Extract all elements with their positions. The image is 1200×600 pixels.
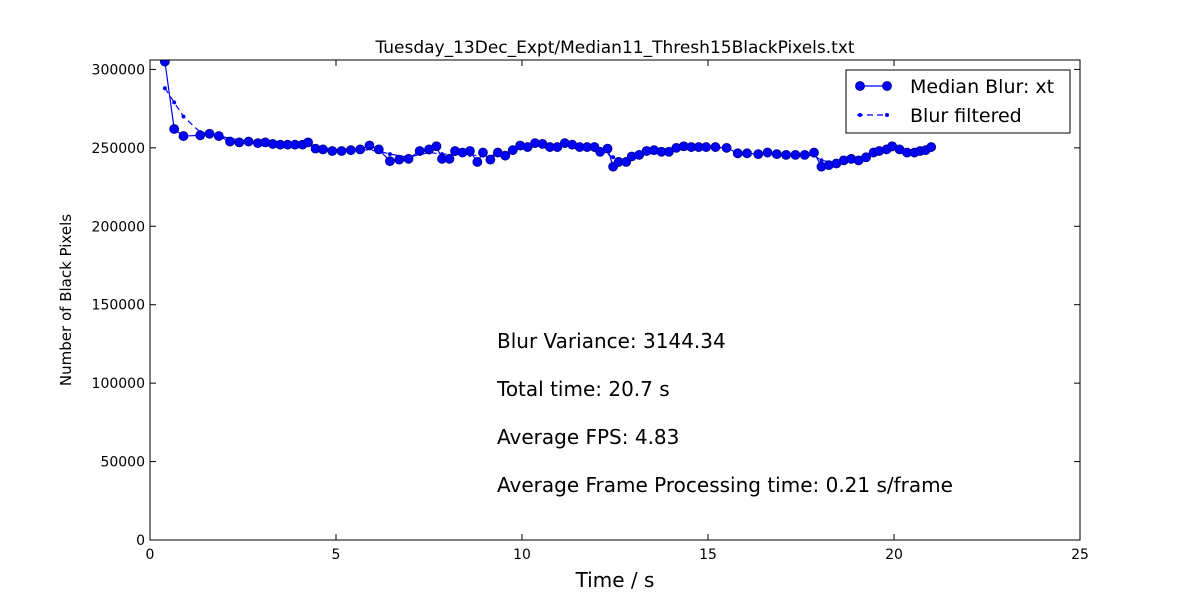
x-tick-label-25: 25 xyxy=(1071,547,1089,563)
legend: Median Blur: xt Blur filtered xyxy=(845,69,1071,134)
series-median-blur-point-24 xyxy=(373,144,384,155)
y-tick-label-100000: 100000 xyxy=(92,376,145,392)
series-median-blur-point-27 xyxy=(403,153,414,164)
series-median-blur-point-40 xyxy=(500,150,511,161)
series-median-blur-point-8 xyxy=(243,136,254,147)
series-median-blur-point-6 xyxy=(225,136,235,147)
series-median-blur-point-1 xyxy=(169,124,180,134)
series-median-blur-point-20 xyxy=(336,146,347,156)
plot-clipped-group xyxy=(159,60,937,172)
series-median-blur-point-86 xyxy=(861,152,871,163)
annotations: Blur Variance: 3144.34 Total time: 20.7 … xyxy=(496,329,953,497)
series-median-blur-point-4 xyxy=(204,128,215,139)
series-median-blur-point-96 xyxy=(926,142,937,152)
series-median-blur-point-54 xyxy=(602,143,613,154)
x-tick-label-20: 20 xyxy=(885,547,903,563)
series-median-blur-point-2 xyxy=(178,131,189,141)
y-tick-label-200000: 200000 xyxy=(92,219,145,235)
series-median-blur-point-18 xyxy=(318,144,328,155)
series-blur-filtered-point-0 xyxy=(162,86,167,91)
axes-frame xyxy=(149,59,1081,541)
y-tick-label-300000: 300000 xyxy=(92,62,145,78)
series-median-blur-point-3 xyxy=(195,130,206,141)
series-median-blur-point-47 xyxy=(552,142,563,152)
annotation-blur-variance: Blur Variance: 3144.34 xyxy=(497,329,726,353)
series-median-blur-point-32 xyxy=(444,153,455,164)
series-median-blur-point-0 xyxy=(159,60,170,67)
series-blur-filtered-point-28 xyxy=(611,155,616,160)
series-median-blur-point-73 xyxy=(753,149,764,160)
series-median-blur-point-38 xyxy=(485,154,496,165)
series-median-blur-point-59 xyxy=(634,150,645,160)
series-median-blur-point-76 xyxy=(781,150,792,160)
series-median-blur-point-7 xyxy=(234,137,245,148)
series-median-blur-point-75 xyxy=(771,149,782,160)
series-median-blur-point-41 xyxy=(507,145,518,156)
series-blur-filtered-point-1 xyxy=(172,100,177,105)
series-blur-filtered-point-41 xyxy=(819,158,824,163)
axes: 0 5 10 15 20 25 0 50000 100000 150000 200000 250000… xyxy=(92,59,1089,563)
series-median-blur-point-68 xyxy=(701,142,712,152)
x-tick-label-10: 10 xyxy=(513,547,531,563)
plot-area xyxy=(159,60,937,172)
series-median-blur-point-30 xyxy=(431,141,442,152)
series-median-blur-point-36 xyxy=(472,157,483,167)
series-median-blur-point-23 xyxy=(364,140,375,151)
series-median-blur-point-77 xyxy=(790,150,801,160)
y-axis-label: Number of Black Pixels xyxy=(57,214,75,386)
series-median-blur-point-26 xyxy=(394,154,405,165)
x-tick-label-0: 0 xyxy=(146,547,155,563)
series-median-blur-point-37 xyxy=(478,147,488,158)
series-median-blur-point-71 xyxy=(732,148,743,159)
y-tick-label-50000: 50000 xyxy=(100,455,145,471)
series-median-blur-point-25 xyxy=(385,156,395,167)
series-median-blur-point-22 xyxy=(355,144,366,155)
series-median-blur-point-43 xyxy=(522,142,533,152)
series-median-blur-point-74 xyxy=(762,147,773,158)
y-tick-label-250000: 250000 xyxy=(92,141,145,157)
series-median-blur-point-19 xyxy=(327,146,338,156)
series-median-blur-point-21 xyxy=(345,145,356,156)
x-axis-label: Time / s xyxy=(575,568,655,592)
annotation-total-time: Total time: 20.7 s xyxy=(496,377,670,401)
annotation-average-fps: Average FPS: 4.83 xyxy=(497,425,679,449)
chart-title: Tuesday_13Dec_Expt/Median11_Thresh15Blac… xyxy=(374,38,854,58)
series-median-blur-point-28 xyxy=(414,146,425,156)
legend-label-median-blur: Median Blur: xt xyxy=(910,76,1054,98)
series-blur-filtered-point-13 xyxy=(387,152,392,157)
series-blur-filtered-point-2 xyxy=(181,114,186,119)
x-tick-label-5: 5 xyxy=(332,547,341,563)
y-tick-label-150000: 150000 xyxy=(92,298,145,314)
series-median-blur-point-78 xyxy=(799,150,810,160)
series-median-blur-point-70 xyxy=(721,142,732,153)
series-median-blur-point-63 xyxy=(664,146,674,157)
series-median-blur-point-16 xyxy=(303,137,314,148)
series-median-blur-point-69 xyxy=(710,142,721,152)
legend-swatch-median-blur-marker-right xyxy=(882,81,892,91)
annotation-frame-processing-time: Average Frame Processing time: 0.21 s/fr… xyxy=(497,473,953,497)
legend-swatch-blur-filtered-marker-right xyxy=(885,113,889,117)
legend-box xyxy=(845,69,1071,134)
series-median-blur-point-72 xyxy=(742,148,752,159)
series-median-blur-point-79 xyxy=(809,147,819,158)
legend-label-blur-filtered: Blur filtered xyxy=(910,105,1022,127)
series-median-blur-point-5 xyxy=(213,131,224,141)
x-tick-label-15: 15 xyxy=(699,547,717,563)
legend-swatch-blur-filtered-marker-left xyxy=(858,113,862,117)
legend-swatch-median-blur-marker-left xyxy=(855,81,865,91)
y-tick-label-0: 0 xyxy=(136,533,145,549)
series-median-blur-point-35 xyxy=(465,146,475,156)
